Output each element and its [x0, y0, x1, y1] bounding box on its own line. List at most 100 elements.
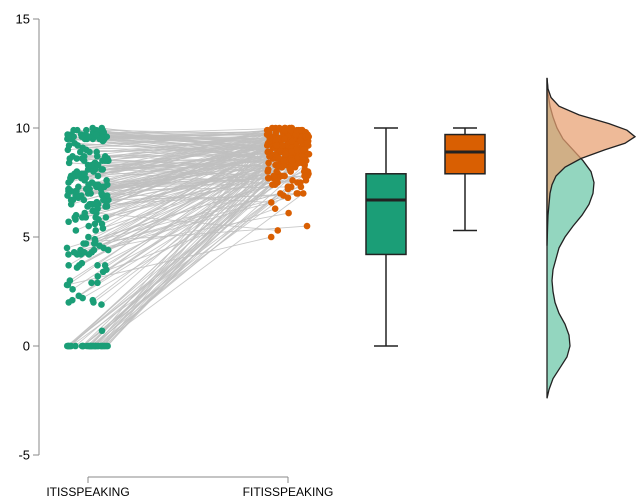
pre-point [85, 222, 93, 230]
pre-point [91, 220, 99, 228]
post-point [285, 209, 292, 217]
post-point [280, 157, 287, 164]
y-axis: -5 0 5 10 15 [16, 12, 40, 463]
pre-point [87, 201, 95, 208]
post-point [305, 150, 313, 158]
pre-point [98, 301, 105, 308]
pre-point [79, 294, 86, 302]
pre-point [72, 342, 79, 350]
pre-point [75, 183, 82, 191]
post-point [303, 222, 311, 230]
pre-point [94, 272, 102, 280]
pre-point [98, 166, 105, 173]
pre-point [65, 251, 72, 258]
pre-point [103, 192, 111, 199]
pre-point [92, 227, 99, 234]
post-point [287, 183, 295, 191]
pre-point [73, 168, 81, 175]
post-point [274, 227, 282, 234]
pre-point [66, 155, 74, 162]
pre-point [94, 279, 101, 287]
post-point [282, 150, 290, 158]
pre-point [103, 177, 110, 184]
pre-point [76, 148, 84, 156]
post-point [305, 133, 313, 141]
y-tick-label: 10 [16, 121, 30, 136]
pre-point [72, 227, 80, 234]
connecting-line [81, 136, 269, 144]
post-point [264, 174, 272, 182]
connecting-line [98, 164, 277, 205]
pre-point [69, 286, 76, 293]
pre-point [78, 259, 86, 267]
connecting-line [96, 212, 278, 231]
connecting-line [97, 175, 274, 266]
pre-point [82, 185, 90, 193]
post-point [265, 159, 272, 167]
pre-point [102, 214, 110, 221]
post-point [265, 129, 273, 136]
post-point [269, 181, 276, 188]
connecting-line [89, 136, 286, 140]
connecting-line [84, 212, 289, 253]
pre-point [65, 262, 72, 269]
pre-point [82, 240, 90, 247]
post-point [303, 139, 311, 147]
post-point [297, 179, 304, 186]
connecting-line [66, 236, 272, 286]
pre-point [64, 192, 71, 199]
data-points [63, 124, 313, 350]
y-tick-label: 15 [16, 12, 30, 27]
post-point [266, 153, 273, 160]
post-point [288, 137, 296, 145]
connecting-line [86, 149, 292, 159]
connecting-line [70, 140, 276, 201]
pre-point [98, 124, 106, 132]
post-point [273, 142, 281, 149]
pre-point [90, 246, 98, 254]
x-axis: ITISSPEAKING FITISSPEAKING [46, 476, 333, 499]
post-point [280, 135, 288, 143]
post-point [271, 205, 279, 212]
connecting-line [74, 160, 293, 218]
connecting-line [82, 169, 306, 299]
pre-point [90, 299, 97, 306]
boxplot-itisspeaking [365, 127, 407, 347]
pre-point [92, 201, 100, 208]
pre-point [65, 218, 72, 226]
pre-point [77, 246, 84, 254]
pre-point [78, 133, 86, 141]
post-point [300, 146, 307, 154]
pre-point [88, 161, 96, 169]
density-curves [546, 77, 637, 399]
connecting-line [97, 193, 304, 347]
post-point [281, 172, 288, 180]
pre-point [90, 168, 97, 175]
pre-point [94, 172, 102, 180]
connecting-line [102, 208, 276, 273]
pre-point [71, 214, 79, 221]
y-tick-label: 0 [23, 339, 30, 354]
connecting-line [84, 131, 270, 162]
pre-point [71, 139, 78, 147]
connecting-line [93, 175, 282, 347]
post-point [288, 147, 296, 155]
pre-point [90, 342, 98, 350]
y-tick-label: 5 [23, 230, 30, 245]
pre-point [63, 244, 71, 252]
pre-point [85, 133, 93, 141]
pre-point [103, 201, 110, 208]
connecting-line [89, 129, 286, 205]
connecting-line [93, 160, 284, 303]
connecting-line [86, 162, 300, 190]
pre-point [65, 185, 73, 193]
pre-point [93, 148, 100, 156]
connecting-line [91, 188, 289, 347]
pre-point [93, 131, 100, 138]
post-point [280, 192, 287, 199]
pre-point [81, 170, 88, 178]
pre-point [94, 181, 102, 188]
connecting-line [67, 184, 276, 347]
pre-point [88, 279, 95, 287]
